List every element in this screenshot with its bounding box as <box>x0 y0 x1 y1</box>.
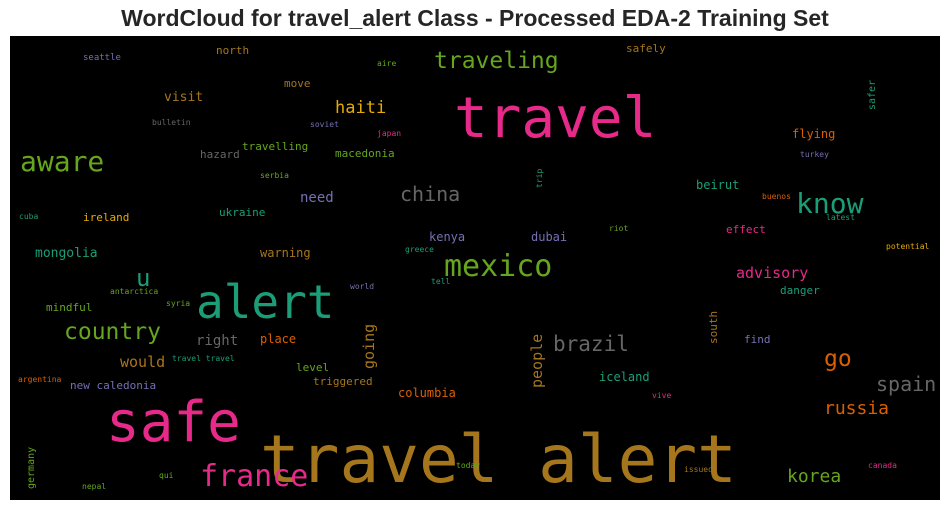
word-aware: aware <box>20 145 104 178</box>
word-warning: warning <box>260 246 311 260</box>
word-u: u <box>136 264 150 292</box>
word-would: would <box>120 353 165 371</box>
word-triggered: triggered <box>313 375 373 388</box>
word-safe: safe <box>106 390 241 455</box>
word-canada: canada <box>868 461 897 470</box>
word-new-caledonia: new caledonia <box>70 379 156 392</box>
word-advisory: advisory <box>736 264 808 282</box>
word-beirut: beirut <box>696 178 739 192</box>
word-flying: flying <box>792 127 835 141</box>
word-nepal: nepal <box>82 482 106 491</box>
word-korea: korea <box>787 466 841 487</box>
word-effect: effect <box>726 223 766 236</box>
word-south: south <box>707 311 720 344</box>
word-right: right <box>196 333 238 349</box>
word-vive: vive <box>652 391 671 400</box>
word-iceland: iceland <box>599 370 650 384</box>
word-germany: germany <box>26 447 37 489</box>
word-serbia: serbia <box>260 171 289 180</box>
word-seattle: seattle <box>83 53 121 63</box>
word-people: people <box>528 334 546 388</box>
word-mindful: mindful <box>46 301 92 314</box>
word-brazil: brazil <box>553 332 629 356</box>
word-soviet: soviet <box>310 120 339 129</box>
word-mexico: mexico <box>444 249 552 284</box>
word-visit: visit <box>164 90 203 105</box>
word-trip: trip <box>535 169 544 188</box>
word-riot: riot <box>609 224 628 233</box>
word-france: france <box>200 459 308 494</box>
wordcloud-panel: travel alert travel safe alert mexico france a… <box>10 36 940 500</box>
word-going: going <box>360 324 378 369</box>
chart-title: WordCloud for travel_alert Class - Proce… <box>121 5 829 31</box>
word-today: today <box>456 461 480 470</box>
word-columbia: columbia <box>398 386 456 400</box>
word-hazard: hazard <box>200 148 240 161</box>
word-china: china <box>400 182 460 206</box>
word-russia: russia <box>824 398 889 419</box>
word-latest: latest <box>826 213 855 222</box>
word-world: world <box>350 282 374 291</box>
word-place: place <box>260 332 296 346</box>
word-safely: safely <box>626 42 666 55</box>
word-cuba: cuba <box>19 212 38 221</box>
word-tell: tell <box>431 277 450 286</box>
word-travelling: travelling <box>242 140 308 153</box>
word-buenos: buenos <box>762 192 791 201</box>
word-find: find <box>744 333 771 346</box>
word-level: level <box>296 361 329 374</box>
word-greece: greece <box>405 245 434 254</box>
word-dubai: dubai <box>531 230 567 244</box>
word-ukraine: ukraine <box>219 206 265 219</box>
word-haiti: haiti <box>335 98 386 118</box>
word-japan: japan <box>377 129 401 138</box>
word-need: need <box>300 190 334 206</box>
word-ireland: ireland <box>83 211 129 224</box>
word-country: country <box>64 319 161 345</box>
word-bulletin: bulletin <box>152 118 191 127</box>
word-macedonia: macedonia <box>335 147 395 160</box>
word-kenya: kenya <box>429 230 465 244</box>
word-alert: alert <box>196 275 334 329</box>
word-argentina: argentina <box>18 375 62 384</box>
word-know: know <box>796 187 864 220</box>
word-syria: syria <box>166 299 190 308</box>
word-qui: qui <box>159 471 174 480</box>
word-potential: potential <box>886 242 930 251</box>
word-antarctica: antarctica <box>110 287 158 296</box>
word-travel: travel <box>454 86 656 151</box>
word-move: move <box>284 77 311 90</box>
word-north: north <box>216 44 249 57</box>
word-aire: aire <box>377 59 396 68</box>
word-spain: spain <box>876 372 936 396</box>
word-go: go <box>824 346 852 372</box>
word-traveling: traveling <box>434 48 559 74</box>
word-danger: danger <box>780 284 820 297</box>
word-safer: safer <box>867 80 878 110</box>
word-travel-alert: travel alert <box>260 421 737 498</box>
word-turkey: turkey <box>800 150 829 159</box>
word-mongolia: mongolia <box>35 246 98 261</box>
word-travel-travel: travel travel <box>172 354 235 363</box>
wordcloud-svg: travel alert travel safe alert mexico france a… <box>18 42 936 498</box>
word-issued: issued <box>684 465 713 474</box>
